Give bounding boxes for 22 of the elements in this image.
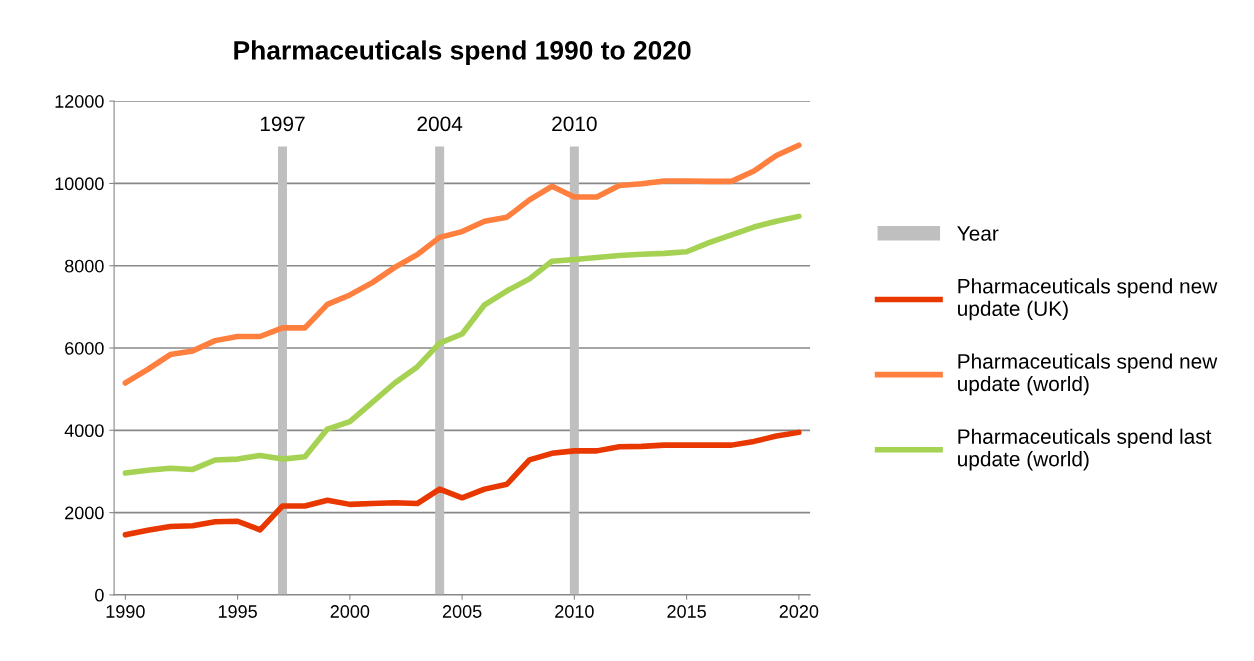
legend-label: Pharmaceuticals spend last update (world)	[958, 428, 1212, 471]
y-tick-label: 8000	[65, 259, 104, 273]
y-tick-label: 0	[95, 588, 104, 602]
annotation: 1997	[260, 116, 305, 132]
y-tick-label: 2000	[65, 506, 104, 520]
y-tick-label: 4000	[64, 424, 104, 438]
y-tick-label: 6000	[65, 341, 104, 355]
legend-label: Pharmaceuticals spend new update (UK)	[958, 278, 1218, 321]
y-tick-label: 12000	[55, 95, 104, 108]
legend-label: Pharmaceuticals spend new update (world)	[958, 353, 1218, 396]
annotation: 2010	[552, 116, 597, 132]
x-tick-label: 2015	[667, 605, 706, 618]
chart-title: Pharmaceuticals spend 1990 to 2020	[234, 40, 691, 65]
x-tick-label: 2010	[555, 605, 594, 618]
x-tick-label: 1995	[218, 605, 257, 618]
x-tick-label: 2005	[442, 605, 482, 618]
y-tick-label: 10000	[55, 177, 104, 191]
legend-label: Year	[957, 226, 999, 241]
x-tick-label: 2000	[330, 605, 370, 618]
x-tick-label: 2020	[779, 605, 819, 618]
x-tick-label: 1990	[106, 605, 145, 618]
annotation: 2004	[417, 116, 463, 132]
